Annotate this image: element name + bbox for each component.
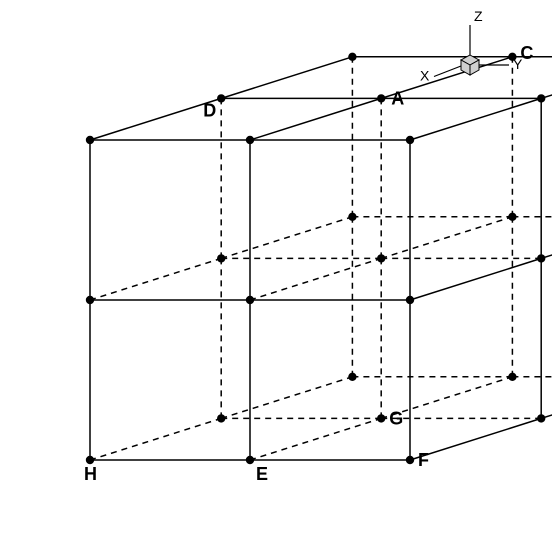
vertex-label-g: G xyxy=(389,408,403,428)
vertex-label-d: D xyxy=(203,100,216,120)
edge-dashed xyxy=(250,258,381,300)
edge-solid xyxy=(410,258,541,300)
lattice-node xyxy=(348,53,356,61)
axis-label-z: Z xyxy=(474,8,483,24)
lattice-node xyxy=(537,254,545,262)
lattice-node xyxy=(377,414,385,422)
edge-dashed xyxy=(381,217,512,259)
lattice-node xyxy=(537,414,545,422)
lattice-node xyxy=(217,254,225,262)
lattice-node xyxy=(86,296,94,304)
lattice-svg: ABCDEFGH ZYX xyxy=(0,0,552,533)
vertex-label-h: H xyxy=(84,464,97,484)
lattice-node xyxy=(246,136,254,144)
lattice-node xyxy=(406,456,414,464)
edge-solid xyxy=(541,377,552,419)
lattice-node xyxy=(348,373,356,381)
edge-solid xyxy=(221,57,352,99)
vertex-label-c: C xyxy=(520,43,533,63)
diagram-canvas: { "type": "3d-lattice-diagram", "canvas"… xyxy=(0,0,552,533)
vertex-label-e: E xyxy=(256,464,268,484)
lattice-node xyxy=(377,94,385,102)
axis-gizmo: Z Y X xyxy=(420,8,523,84)
lattice-node xyxy=(537,94,545,102)
edge-dashed xyxy=(90,418,221,460)
lattice-node xyxy=(377,254,385,262)
lattice-node xyxy=(217,414,225,422)
edge-solid xyxy=(90,98,221,140)
lattice-node xyxy=(406,136,414,144)
lattice-node xyxy=(508,373,516,381)
axis-label-y: Y xyxy=(513,56,523,72)
lattice-node xyxy=(348,213,356,221)
edge-solid xyxy=(410,98,541,140)
lattice-node xyxy=(406,296,414,304)
edge-solid xyxy=(250,98,381,140)
axis-label-x: X xyxy=(420,68,430,84)
lattice-node xyxy=(86,136,94,144)
vertex-label-f: F xyxy=(418,450,429,470)
lattice-node xyxy=(217,94,225,102)
lattice-node xyxy=(508,213,516,221)
edge-dashed xyxy=(90,258,221,300)
edge-dashed xyxy=(221,377,352,419)
edge-dashed xyxy=(221,217,352,259)
lattice-node xyxy=(86,456,94,464)
edge-solid xyxy=(541,57,552,99)
lattice-node xyxy=(246,296,254,304)
edge-solid xyxy=(410,418,541,460)
vertex-label-a: A xyxy=(391,88,404,108)
lattice-node xyxy=(246,456,254,464)
edge-solid xyxy=(541,217,552,259)
edge-dashed xyxy=(250,418,381,460)
